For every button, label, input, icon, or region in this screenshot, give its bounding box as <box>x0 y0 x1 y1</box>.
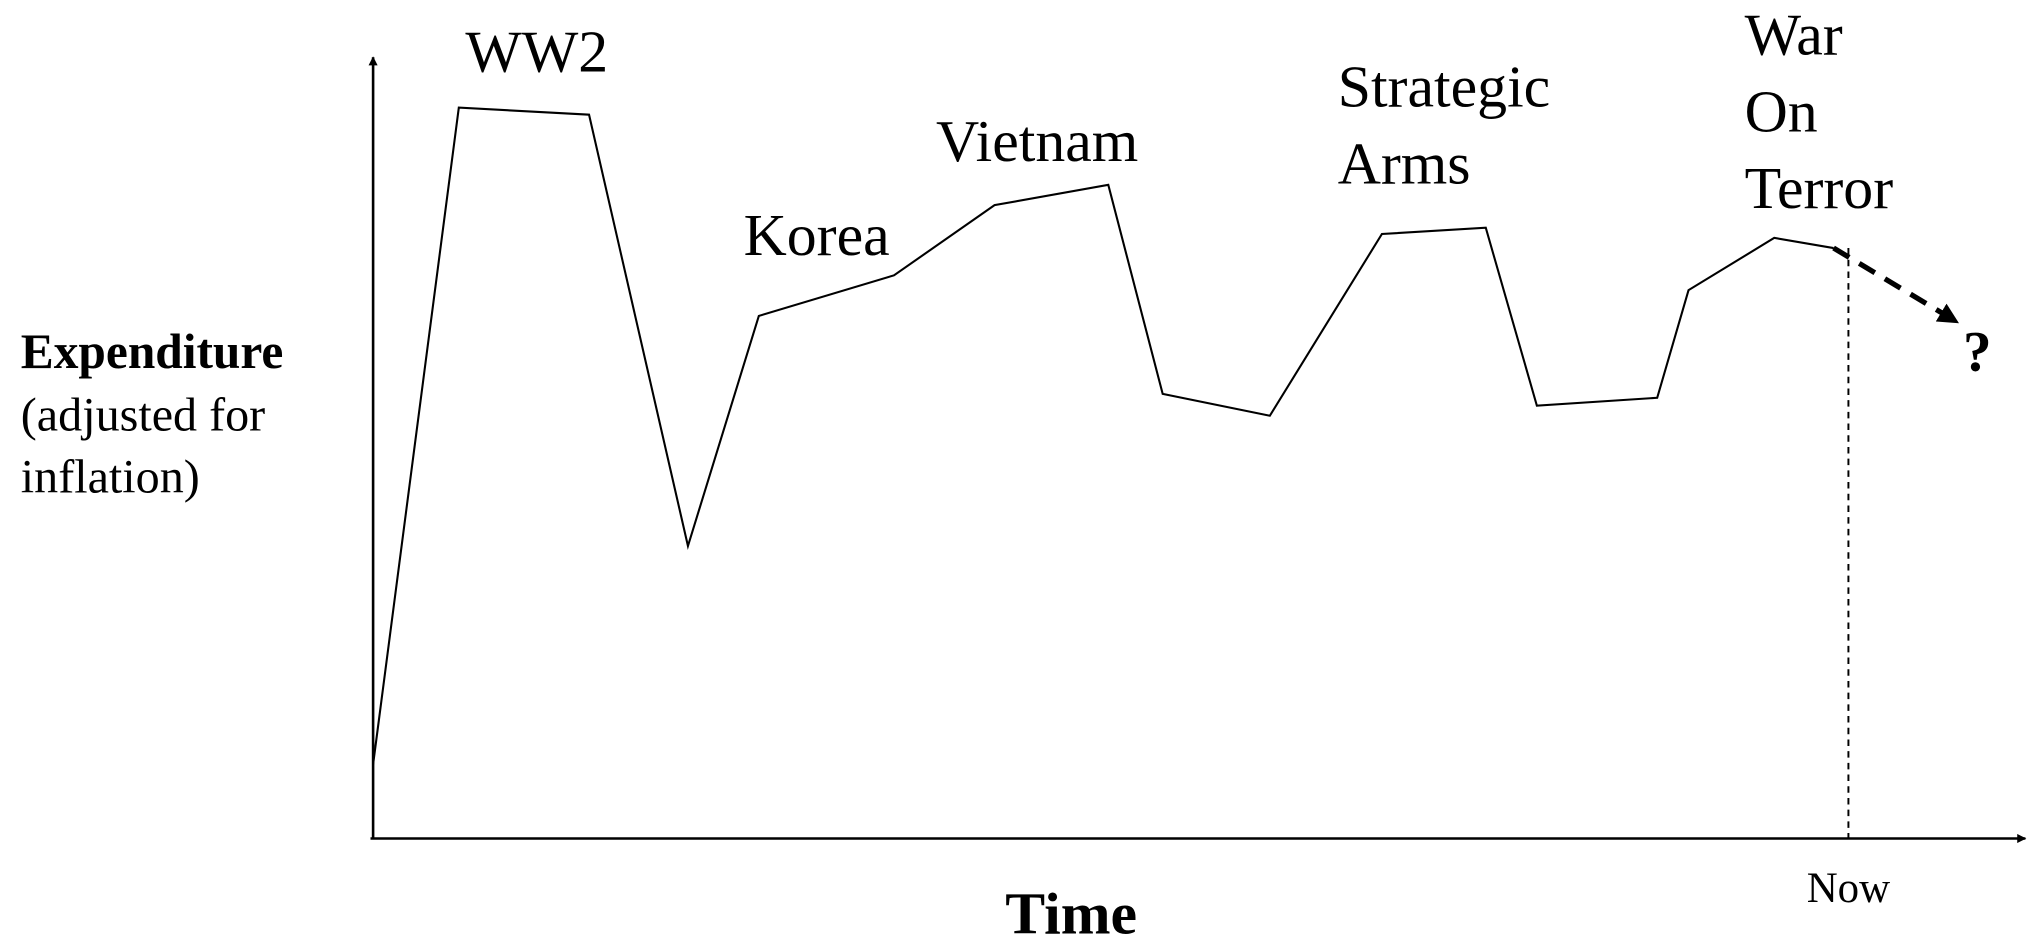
x-axis-label: Time <box>1005 880 1137 934</box>
y-axis-label: Expenditure <box>21 324 284 379</box>
annotation: WW2 <box>465 19 608 85</box>
annotation: Strategic <box>1338 54 1551 120</box>
annotation: Vietnam <box>936 108 1138 174</box>
y-axis-label: (adjusted for <box>21 388 265 441</box>
now-label: Now <box>1807 865 1890 912</box>
annotation: Terror <box>1745 155 1894 221</box>
annotation: Arms <box>1338 130 1471 196</box>
annotation: Korea <box>744 202 890 268</box>
y-axis-label: inflation) <box>21 451 200 504</box>
annotation: ? <box>1963 321 1992 384</box>
annotation: War <box>1745 2 1843 68</box>
projection-line <box>1832 245 1959 325</box>
annotation: On <box>1745 78 1818 144</box>
data-line <box>372 106 1834 765</box>
